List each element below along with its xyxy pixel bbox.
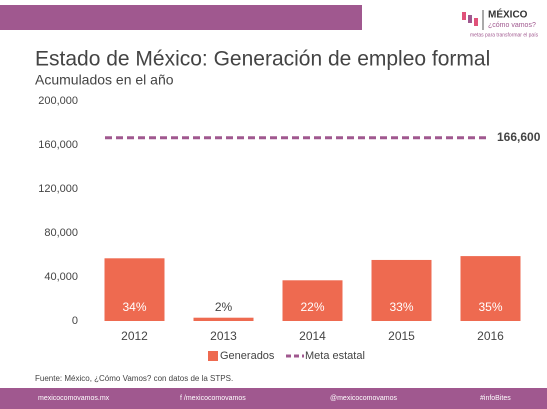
y-tick-label: 120,000 [38,183,78,195]
bar-annotation: 34% [122,300,146,314]
logo-mark [468,15,472,23]
bar [282,280,343,321]
target-label: 166,600 [497,130,541,144]
bar [104,258,165,321]
x-tick-label: 2016 [477,329,504,343]
bar-annotation: 2% [215,300,233,314]
logo-mark [474,18,478,26]
bar-annotation: 35% [478,300,502,314]
logo-mark [462,12,466,20]
logo-tagline: ¿cómo vamos? [488,22,536,29]
y-tick-label: 80,000 [44,227,78,239]
bar [193,317,254,321]
x-tick-label: 2012 [121,329,148,343]
footer-text: f /mexicocomovamos [180,395,246,402]
y-tick-label: 0 [72,315,78,327]
footer-text: #infoBites [480,395,511,402]
bar-annotation: 33% [389,300,413,314]
chart-title: Estado de México: Generación de empleo f… [35,48,490,71]
logo: MÉXICO ¿cómo vamos? metas para transform… [462,8,539,38]
bar [460,256,521,321]
logo-name: MÉXICO [488,8,528,21]
legend-swatch [208,351,218,361]
chart-subtitle: Acumulados en el año [35,72,174,88]
header-band [0,5,362,30]
bar-annotation: 22% [300,300,324,314]
footer-text: @mexicocomovamos [330,395,398,402]
x-tick-label: 2014 [299,329,326,343]
source: Fuente: México, ¿Cómo Vamos? con datos d… [35,374,233,383]
legend-label: Meta estatal [305,350,365,362]
y-tick-label: 200,000 [38,95,78,107]
y-tick-label: 160,000 [38,139,78,151]
x-tick-label: 2013 [210,329,237,343]
footer-band [0,388,547,409]
logo-motto: metas para transformar el país [470,32,539,38]
footer-text: mexicocomovamos.mx [38,395,110,402]
y-tick-label: 40,000 [44,271,78,283]
legend-label: Generados [220,350,275,362]
x-tick-label: 2015 [388,329,415,343]
bar [371,259,432,321]
